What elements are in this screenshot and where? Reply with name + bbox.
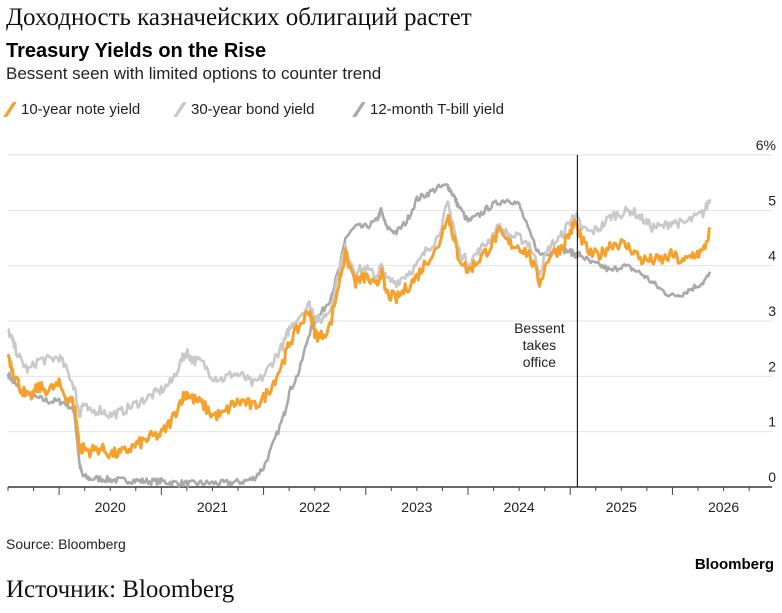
y-tick-label: 4: [768, 248, 776, 264]
x-tick-label: 2025: [606, 499, 637, 515]
bessent-annotation-text: takes: [523, 337, 556, 353]
x-tick-label: 2026: [708, 499, 739, 515]
legend-label-30y: 30-year bond yield: [191, 101, 315, 118]
y-tick-label: 0: [768, 469, 776, 485]
y-tick-label: 6%: [756, 137, 776, 153]
chart-title: Treasury Yields on the Rise: [6, 40, 267, 62]
legend-item-10y: 10-year note yield: [3, 101, 141, 118]
translated-title: Доходность казначейских облигаций растет: [6, 4, 472, 31]
x-tick-label: 2021: [197, 499, 228, 515]
series-line-30-year-bond: [7, 198, 712, 420]
bloomberg-logo: Bloomberg: [694, 556, 774, 573]
chart-subtitle: Bessent seen with limited options to cou…: [6, 64, 382, 83]
series-line-12-month-t-bill: [6, 183, 712, 488]
source-note: Source: Bloomberg: [6, 536, 126, 552]
y-tick-label: 5: [768, 192, 776, 208]
legend-item-30y: 30-year bond yield: [173, 101, 315, 118]
x-tick-label: 2022: [299, 499, 330, 515]
translated-source: Источник: Bloomberg: [6, 576, 235, 603]
series-line-10-year-note: [6, 213, 712, 460]
x-tick-label: 2023: [401, 499, 432, 515]
y-tick-label: 3: [768, 303, 776, 319]
legend-label-10y: 10-year note yield: [21, 101, 141, 118]
y-tick-label: 2: [768, 358, 776, 374]
legend-label-12m: 12-month T-bill yield: [370, 101, 504, 118]
x-tick-label: 2024: [504, 499, 535, 515]
bessent-annotation-text: office: [523, 354, 556, 370]
y-tick-label: 1: [768, 414, 776, 430]
bessent-annotation-text: Bessent: [514, 320, 565, 336]
legend-item-12m: 12-month T-bill yield: [352, 101, 504, 118]
x-tick-label: 2020: [95, 499, 126, 515]
